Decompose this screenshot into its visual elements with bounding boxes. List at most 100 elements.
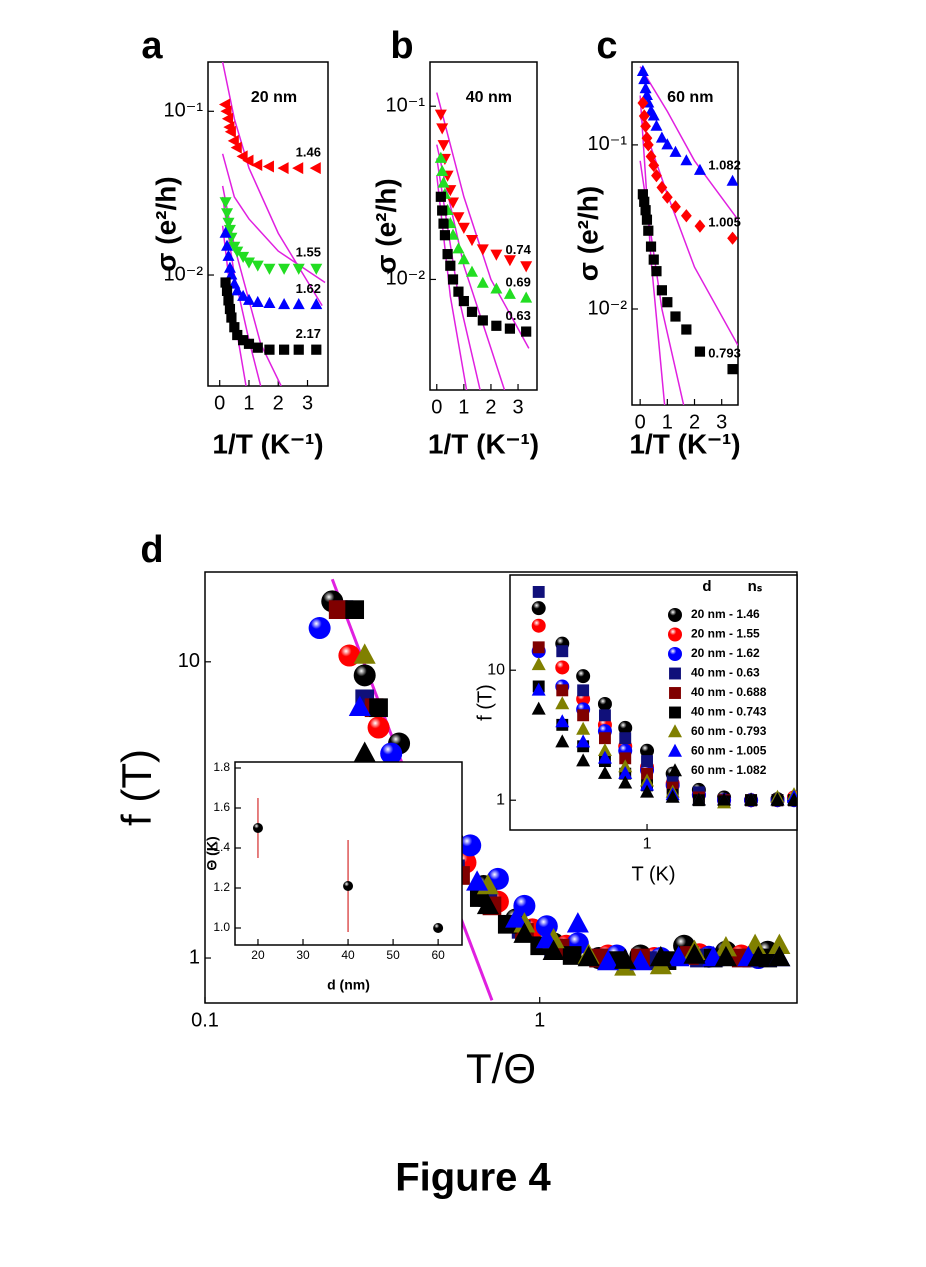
marker (576, 669, 591, 684)
marker (640, 88, 653, 100)
marker (263, 296, 276, 309)
x-tick-label: 1 (458, 396, 469, 418)
marker (542, 939, 565, 961)
marker (220, 105, 232, 118)
marker (224, 303, 236, 315)
marker (532, 585, 545, 598)
marker (668, 608, 682, 622)
marker (651, 168, 662, 183)
fit-line (639, 66, 738, 221)
y-axis-label: f (T) (113, 749, 160, 826)
marker (649, 945, 672, 967)
y-tick-label: 10 (487, 661, 505, 678)
legend-label: 20 nm - 1.55 (691, 627, 760, 641)
marker (222, 249, 235, 261)
marker (629, 949, 652, 971)
marker (656, 285, 667, 296)
marker (447, 228, 460, 240)
y-axis-label: f (T) (474, 684, 496, 721)
marker (380, 742, 403, 765)
marker (226, 312, 237, 323)
series-label: 1.005 (708, 215, 741, 230)
marker (694, 346, 706, 357)
marker (237, 289, 250, 301)
x-tick-label: 0.1 (191, 1009, 219, 1031)
marker (640, 784, 655, 798)
legend-label: 40 nm - 0.688 (691, 685, 767, 699)
marker (225, 268, 238, 280)
marker (353, 741, 376, 762)
y-axis-label: σ (e²/h) (572, 186, 603, 281)
x-axis-label: T (K) (631, 863, 675, 885)
marker (222, 217, 235, 229)
marker (345, 600, 365, 620)
marker (531, 701, 546, 715)
marker (556, 645, 569, 658)
marker (597, 765, 612, 779)
marker (577, 945, 600, 967)
y-axis-label: σ (e²/h) (370, 178, 401, 273)
series-label: 1.46 (296, 145, 321, 160)
fit-line (221, 62, 323, 307)
y-tick-label: 10⁻² (386, 268, 426, 290)
marker (438, 218, 449, 229)
x-axis-label: 1/T (K⁻¹) (428, 428, 539, 459)
chart: 0 1 2 3 10⁻¹ 10⁻² b 40 nm 1/T (K⁻¹) σ (e²/h) 0.74 0… (370, 25, 539, 459)
marker (717, 792, 732, 806)
marker (505, 907, 528, 928)
chart: 0 1 2 3 10⁻¹ 10⁻² c 60 nm 1/T (K⁻¹) σ (e²/h) 1.082… (572, 25, 740, 459)
marker (597, 696, 612, 711)
marker (637, 189, 648, 200)
series-label: 0.74 (506, 242, 532, 257)
marker (476, 276, 489, 288)
panel-title: 60 nm (667, 89, 713, 106)
legend-label: 60 nm - 1.082 (691, 763, 767, 777)
marker (490, 249, 503, 261)
panel-label: d (140, 529, 163, 571)
marker (465, 235, 478, 247)
marker (369, 698, 388, 718)
plot-frame (429, 61, 538, 391)
x-tick-label: 30 (296, 948, 310, 962)
marker (231, 284, 244, 296)
x-tick-label: 0 (214, 392, 225, 414)
marker (231, 246, 244, 258)
marker (680, 209, 692, 223)
marker (490, 282, 503, 294)
x-tick-label: 50 (386, 948, 400, 962)
marker (598, 732, 611, 745)
marker (513, 922, 536, 943)
marker (264, 344, 275, 355)
x-tick-label: 60 (431, 948, 445, 962)
marker (262, 160, 274, 173)
marker (555, 734, 570, 748)
x-axis-label: 1/T (K⁻¹) (629, 428, 740, 459)
marker (667, 945, 690, 967)
marker (466, 306, 478, 317)
marker (668, 763, 682, 777)
marker (662, 297, 673, 308)
marker (531, 657, 546, 671)
legend-header: d (702, 578, 711, 595)
chart: 0 1 2 3 10⁻¹ 10⁻² a 20 nm 1/T (K⁻¹) σ (e²/h) 1.46 1… (141, 25, 329, 459)
marker (532, 641, 545, 654)
marker (309, 162, 321, 175)
marker (680, 154, 693, 166)
marker (457, 222, 470, 234)
marker (618, 775, 633, 789)
marker (648, 158, 660, 172)
marker (787, 792, 797, 806)
marker (770, 792, 785, 806)
marker (278, 263, 291, 275)
marker (278, 344, 290, 355)
y-tick-label: 1.8 (213, 760, 230, 774)
marker (311, 344, 322, 355)
chart: 1 1 10 T (K) f (T) d nₛ 20 nm - 1.46 20 nm - 1.5… (474, 574, 798, 885)
marker (343, 881, 354, 891)
marker (670, 200, 681, 214)
series-label: 0.793 (708, 346, 741, 361)
marker (665, 789, 680, 803)
marker (683, 943, 706, 964)
marker (647, 109, 660, 121)
